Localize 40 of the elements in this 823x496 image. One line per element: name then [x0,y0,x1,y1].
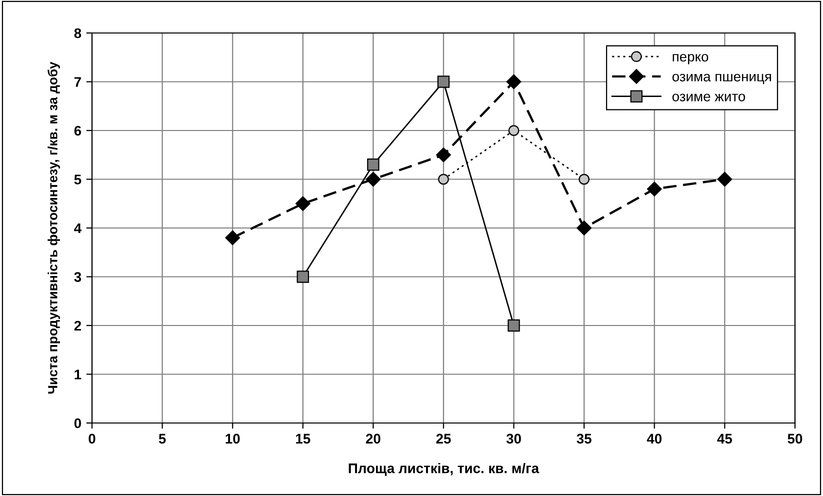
point [296,270,310,283]
x-tick-label: 30 [506,434,521,444]
y-axis-title: Чиста продуктивність фотосинтезу, г/кв. м за добу [48,62,60,394]
legend-label: озиме жито [672,94,746,102]
point [437,76,450,88]
y-tick-label: 4 [74,223,82,234]
y-tick-label: 7 [74,77,81,87]
x-tick-label: 15 [296,434,310,444]
x-tick-label: 25 [436,434,451,444]
point [366,172,381,187]
point [225,230,240,246]
y-tick-label: 1 [74,370,82,380]
y-tick-label: 8 [74,28,82,38]
y-tick-label: 0 [74,418,82,428]
point [576,220,592,236]
point [367,158,380,171]
legend-label: перко [672,54,708,64]
point [646,182,662,196]
x-axis-title: Площа листків, тис. кв. м/га [348,463,540,476]
x-tick-label: 45 [717,434,732,444]
point [438,174,449,185]
x-tick-label: 35 [576,434,592,444]
point [578,174,590,185]
y-tick-label: 5 [74,174,82,184]
x-tick-label: 40 [646,434,662,444]
y-tick-label: 3 [74,272,82,282]
y-tick-label: 6 [74,126,82,136]
point [436,147,451,162]
x-tick-label: 20 [366,434,380,444]
point [295,196,310,212]
point [508,319,520,332]
y-tick-label: 2 [74,320,82,331]
legend-label: озима пшениця [672,74,771,84]
x-tick-label: 10 [226,434,240,444]
x-tick-label: 0 [88,434,96,444]
point [506,74,522,90]
point [508,125,520,136]
x-tick-label: 50 [788,434,802,444]
x-tick-label: 5 [158,434,166,444]
point [717,172,732,187]
